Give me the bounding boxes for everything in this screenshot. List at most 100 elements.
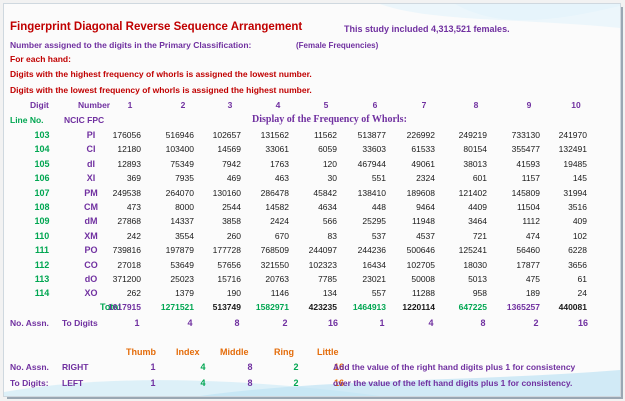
frequency-cell: 17877 [516, 259, 540, 270]
totals-label: Total [100, 302, 121, 312]
number-header: Number [78, 100, 111, 110]
highest-frequency-rule: Digits with the highest frequency of who… [10, 69, 312, 79]
left-hand-row: To Digits: LEFT 1 4 8 2 16 over the value of… [0, 378, 625, 390]
frequency-cell: 61 [577, 274, 587, 284]
frequency-cell: 177728 [212, 245, 241, 256]
line-number-cell: 114 [34, 288, 50, 299]
right-hand-value: 4 [200, 362, 206, 372]
frequency-cell: 33061 [265, 144, 289, 155]
frequency-cell: 467944 [357, 158, 386, 169]
frequency-cell: 138410 [357, 187, 386, 198]
frequency-cell: 14569 [217, 144, 241, 155]
right-hand-note: Add the value of the right hand digits p… [333, 362, 576, 372]
frequency-cell: 469 [226, 173, 241, 184]
digit-column-header: 3 [227, 100, 233, 110]
table-row: 108 CM 473 8000 2544 14582 4634 448 9464 4409 1150… [0, 202, 625, 214]
table-row: 109 dM 27868 14337 3858 2424 566 25295 11948 3464… [0, 216, 625, 228]
table-row: 105 dI 12893 75349 7942 1763 120 467944 49061 380… [0, 159, 625, 171]
ncic-code-cell: XO [84, 288, 98, 299]
frequency-cell: 11504 [516, 202, 540, 212]
digit-column-header: 7 [421, 100, 427, 110]
frequency-cell: 27868 [117, 216, 141, 227]
frequency-cell: 53649 [170, 259, 194, 270]
page-title: Fingerprint Diagonal Reverse Sequence Ar… [10, 21, 303, 33]
frequency-cell: 25023 [170, 274, 194, 284]
digit-column-header: 10 [571, 100, 581, 110]
frequency-cell: 38013 [463, 158, 487, 169]
frequency-cell: 83 [327, 230, 337, 241]
frequency-cell: 56460 [516, 245, 540, 256]
frequency-cell: 355477 [511, 144, 540, 155]
frequency-cell: 262 [126, 288, 141, 299]
frequency-cell: 11288 [411, 288, 435, 299]
finger-label: Thumb [126, 347, 156, 357]
table-row: 110 XM 242 3554 260 670 83 537 4537 721 474 102 [0, 231, 625, 243]
frequency-cell: 102705 [406, 259, 435, 270]
frequency-cell: 448 [371, 202, 386, 212]
frequency-cell: 264070 [165, 187, 194, 198]
frequency-cell: 739816 [112, 245, 141, 256]
table-row: 112 CO 27018 53649 57656 321550 102323 16434 102… [0, 260, 625, 272]
assigned-number-cell: 8 [480, 318, 486, 328]
frequency-cell: 249219 [458, 130, 487, 140]
frequency-cell: 2544 [222, 202, 241, 212]
line-number-cell: 106 [34, 173, 50, 184]
frequency-cell: 197879 [165, 245, 194, 256]
frequency-cell: 551 [371, 173, 386, 184]
frequency-cell: 75349 [170, 158, 194, 169]
frequency-cell: 286478 [260, 187, 289, 198]
frequency-cell: 12893 [117, 158, 141, 169]
assignment-label: No. Assn. [10, 318, 49, 328]
frequency-cell: 6228 [568, 245, 587, 256]
frequency-cell: 11948 [411, 216, 435, 227]
line-number-cell: 109 [34, 216, 50, 227]
table-row: 111 PO 739816 197879 177728 768509 244097 24423… [0, 245, 625, 257]
frequency-cell: 721 [472, 230, 487, 241]
assigned-number-cell: 16 [577, 318, 588, 328]
frequency-cell: 130160 [212, 187, 241, 198]
assigned-number-cell: 2 [533, 318, 539, 328]
ncic-code-cell: PI [86, 130, 96, 140]
digit-column-header: 5 [323, 100, 329, 110]
frequency-cell: 242 [126, 230, 141, 241]
frequency-cell: 14337 [170, 216, 194, 227]
ncic-code-cell: dM [84, 216, 98, 227]
digit-header: Digit [30, 100, 49, 110]
frequency-cell: 61533 [411, 144, 435, 155]
frequency-cell: 473 [126, 202, 141, 212]
digit-column-header: 1 [127, 100, 133, 110]
each-hand-line: For each hand: [10, 54, 71, 64]
ncic-code-cell: CO [84, 259, 98, 270]
frequency-cell: 121402 [458, 187, 487, 198]
left-hand-value: 2 [293, 378, 299, 388]
frequency-cell: 50008 [411, 274, 435, 284]
assigned-number-cell: 16 [327, 318, 338, 328]
frequency-cell: 190 [226, 288, 241, 299]
frequency-cell: 14582 [265, 202, 289, 212]
assignment-label-2: To Digits [62, 318, 98, 328]
line-number-cell: 110 [34, 230, 50, 241]
frequency-cell: 31994 [563, 187, 587, 198]
ncic-code-cell: dI [87, 158, 95, 169]
frequency-cell: 226992 [406, 130, 435, 140]
digit-column-header: 9 [526, 100, 532, 110]
right-hand-value: 16 [333, 362, 344, 372]
total-cell: 1464913 [352, 302, 386, 312]
total-cell: 647225 [458, 302, 487, 312]
frequency-cell: 41593 [516, 158, 540, 169]
frequency-cell: 601 [472, 173, 487, 184]
left-hand-value: 4 [200, 378, 206, 388]
right-hand-value: 2 [293, 362, 299, 372]
frequency-cell: 132491 [558, 144, 587, 155]
total-cell: 440081 [558, 302, 587, 312]
line-number-cell: 112 [34, 259, 50, 270]
frequency-cell: 3516 [568, 202, 587, 212]
table-row: 113 dO 371200 25023 15716 20763 7785 23021 50008… [0, 274, 625, 286]
finger-label: Index [176, 347, 200, 357]
total-cell: 1617915 [107, 302, 141, 312]
frequency-cell: 4409 [468, 202, 487, 212]
frequency-display-heading: Display of the Frequency of Whorls: [252, 114, 407, 125]
frequency-cell: 4634 [318, 202, 337, 212]
ncic-code-cell: CI [86, 144, 96, 155]
frequency-cell: 30 [327, 173, 337, 184]
